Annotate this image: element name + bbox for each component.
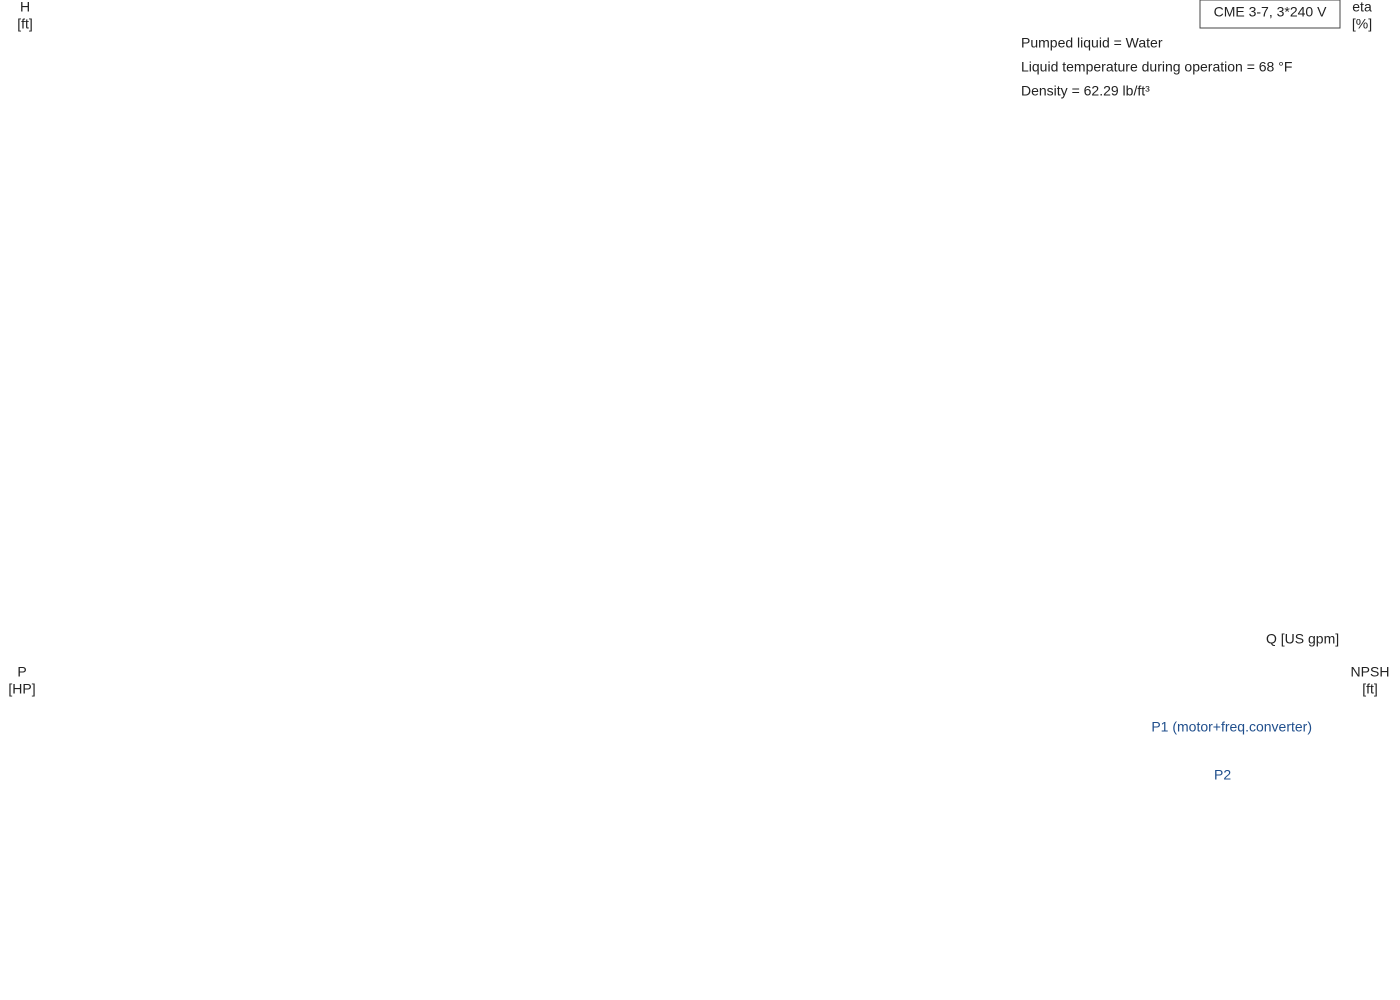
annotation: P2 [1214,767,1231,783]
chart-title: CME 3-7, 3*240 V [1214,4,1327,20]
notes-box [1012,30,1340,106]
y-axis-title: H [20,0,30,15]
note: Liquid temperature during operation = 68… [1021,59,1292,75]
annotation: P1 (motor+freq.converter) [1151,719,1312,735]
note: Density = 62.29 lb/ft³ [1021,83,1150,99]
y2-axis-title: NPSH [1351,664,1390,680]
y2-axis-title: eta [1352,0,1372,15]
y2-axis-unit: [ft] [1362,681,1378,697]
y-axis-title: P [17,664,26,680]
y2-axis-unit: [%] [1352,16,1372,32]
y-axis-unit: [ft] [17,16,33,32]
note: Pumped liquid = Water [1021,35,1163,51]
x-axis-title: Q [US gpm] [1266,631,1339,647]
y-axis-unit: [HP] [8,681,35,697]
title-box [1199,0,1341,29]
